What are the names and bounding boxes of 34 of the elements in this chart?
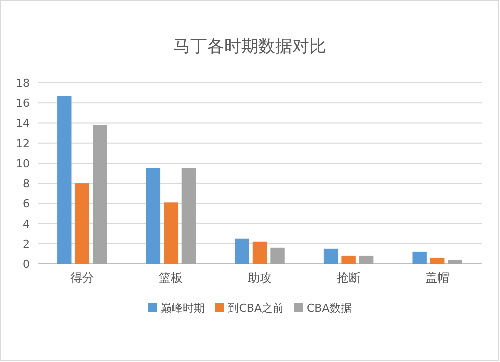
legend-label: CBA数据: [307, 302, 352, 315]
y-tick-label: 6: [23, 198, 30, 211]
y-tick-label: 8: [23, 178, 30, 191]
bar: [164, 202, 178, 264]
bar: [58, 96, 72, 264]
bar: [448, 260, 462, 264]
bar: [235, 238, 250, 264]
bar: [93, 125, 108, 264]
bar: [182, 168, 196, 264]
bar: [270, 248, 285, 264]
bar: [342, 256, 356, 264]
bar: [324, 248, 338, 264]
bar: [359, 256, 374, 264]
bar: [430, 258, 445, 264]
x-tick-label: 抢断: [336, 271, 361, 285]
y-tick-label: 2: [23, 238, 30, 251]
chart-title: 马丁各时期数据对比: [174, 37, 326, 57]
bar: [75, 184, 90, 264]
y-tick-label: 14: [16, 117, 30, 130]
y-tick-label: 10: [16, 157, 30, 170]
y-tick-label: 16: [16, 97, 30, 110]
y-tick-label: 0: [23, 258, 30, 271]
y-tick-label: 4: [23, 218, 30, 231]
legend-label: 到CBA之前: [228, 302, 284, 315]
bar: [412, 252, 427, 264]
x-tick-label: 盖帽: [426, 271, 450, 285]
x-tick-label: 篮板: [159, 271, 184, 285]
bar: [252, 242, 268, 264]
y-tick-label: 12: [16, 137, 30, 150]
x-tick-label: 得分: [70, 271, 94, 285]
bar: [146, 168, 161, 264]
x-tick-label: 助攻: [248, 271, 272, 285]
y-tick-label: 18: [16, 77, 30, 90]
legend-label: 巅峰时期: [161, 302, 206, 315]
